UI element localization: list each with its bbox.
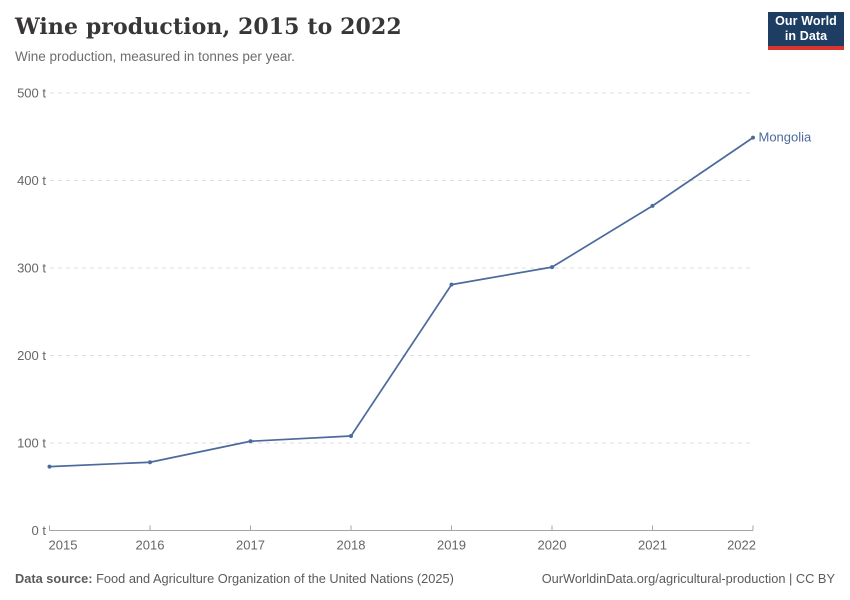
chart-footer: Data source: Food and Agriculture Organi… — [15, 571, 835, 586]
x-tick-label: 2019 — [437, 538, 466, 553]
license-text: | CC BY — [785, 571, 835, 586]
logo-line2: in Data — [784, 29, 828, 43]
chart-title: Wine production, 2015 to 2022 — [15, 14, 402, 40]
x-tick-label: 2022 — [727, 538, 756, 553]
y-tick-label: 0 t — [32, 523, 47, 538]
x-tick-label: 2015 — [49, 538, 78, 553]
chart-header: Wine production, 2015 to 2022 Wine produ… — [15, 13, 402, 65]
series-point — [148, 460, 152, 465]
y-tick-label: 500 t — [17, 86, 46, 101]
x-tick-label: 2020 — [538, 538, 567, 553]
owid-url-link[interactable]: OurWorldinData.org/agricultural-producti… — [541, 571, 786, 586]
series-point — [449, 282, 454, 287]
series-point — [751, 135, 755, 140]
y-tick-label: 200 t — [17, 348, 46, 363]
series-line-mongolia — [49, 136, 754, 468]
footer-citation: OurWorldinData.org/agricultural-producti… — [542, 571, 835, 586]
data-source: Data source: Food and Agriculture Organi… — [15, 571, 454, 586]
series-point — [248, 439, 253, 444]
chart-subtitle: Wine production, measured in tonnes per … — [15, 49, 295, 64]
series-entity-label: Mongolia — [759, 130, 813, 145]
series-point — [47, 464, 52, 469]
logo-line1: Our World — [775, 14, 837, 28]
x-tick-label: 2017 — [236, 538, 265, 553]
x-tick-label: 2021 — [638, 538, 667, 553]
data-source-text: Food and Agriculture Organization of the… — [96, 571, 454, 586]
y-tick-label: 300 t — [17, 261, 46, 276]
series-point — [650, 203, 655, 208]
y-tick-label: 100 t — [17, 436, 46, 451]
series-point — [349, 434, 353, 438]
owid-logo: Our World in Data — [768, 12, 844, 50]
data-source-label: Data source: — [15, 571, 93, 586]
x-tick-label: 2016 — [136, 538, 165, 553]
series-point — [550, 265, 554, 270]
x-tick-label: 2018 — [337, 538, 366, 553]
y-tick-label: 400 t — [17, 173, 46, 188]
